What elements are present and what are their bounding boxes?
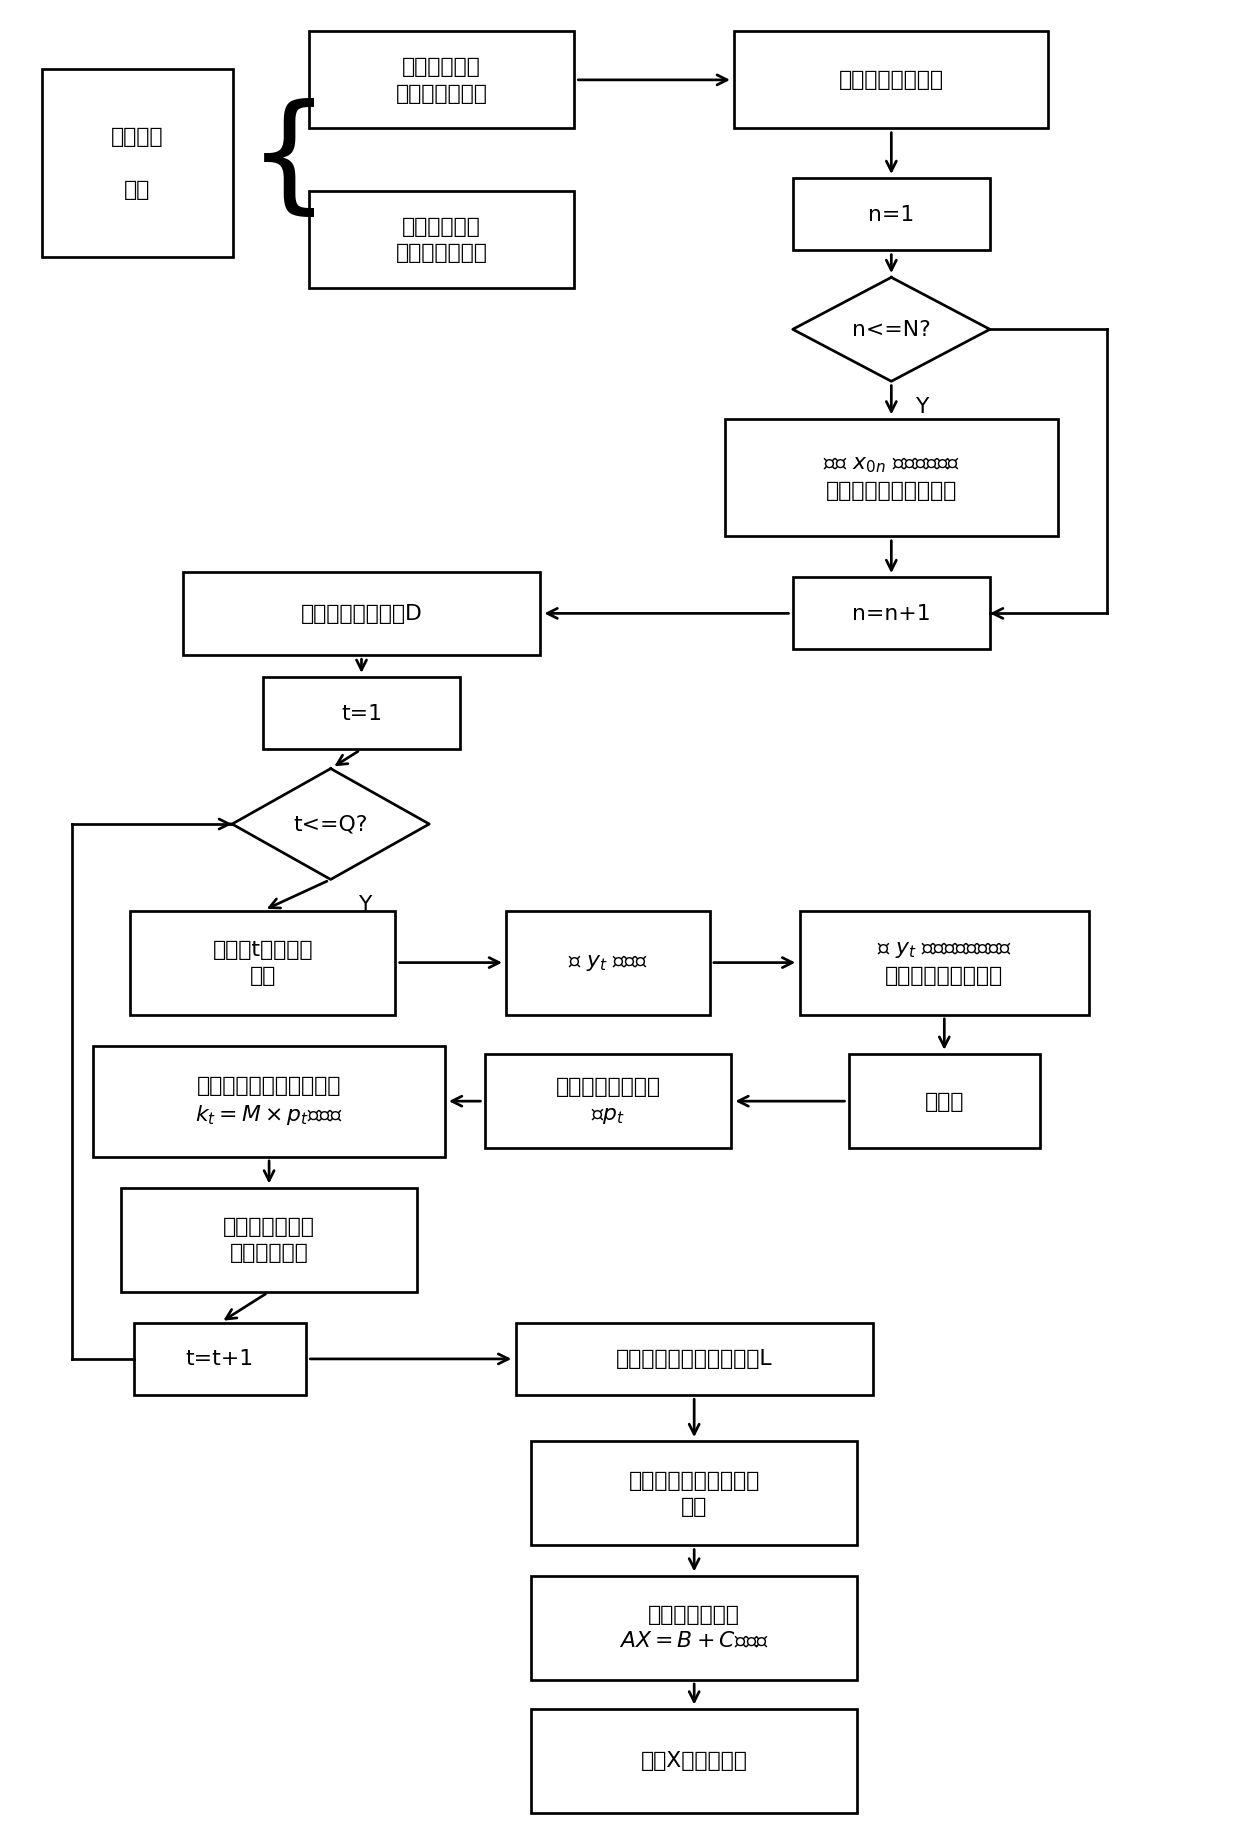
FancyBboxPatch shape [42,70,233,257]
Text: 样本 $\mathit{x}_{0n}$ 与所有背景样
本点计算欧式距离平方: 样本 $\mathit{x}_{0n}$ 与所有背景样 本点计算欧式距离平方 [822,456,960,502]
Text: n<=N?: n<=N? [852,320,930,340]
FancyBboxPatch shape [130,911,396,1014]
Polygon shape [232,770,429,880]
Text: 血管系统

样本: 血管系统 样本 [110,127,164,200]
Text: n=n+1: n=n+1 [852,604,930,625]
Text: t<=Q?: t<=Q? [294,814,368,834]
Text: 对方程组简化为
$AX=B+C$并求解: 对方程组简化为 $AX=B+C$并求解 [619,1604,769,1651]
FancyBboxPatch shape [122,1189,417,1291]
Text: 求解X为扩增数据: 求解X为扩增数据 [641,1751,748,1771]
Text: 对 $\mathit{y}_t$ 求补得到高维空间
目标样本的分布情况: 对 $\mathit{y}_t$ 求补得到高维空间 目标样本的分布情况 [877,941,1012,986]
Text: 标准化: 标准化 [924,1091,963,1111]
FancyBboxPatch shape [848,1054,1039,1148]
Text: 扩增数据的高维空间数据L: 扩增数据的高维空间数据L [616,1348,773,1369]
Text: 获取数据的频率分
布$\mathit{p}_t$: 获取数据的频率分 布$\mathit{p}_t$ [556,1076,660,1126]
FancyBboxPatch shape [531,1442,857,1545]
FancyBboxPatch shape [309,31,574,129]
Text: Y: Y [915,397,929,417]
FancyBboxPatch shape [93,1045,444,1157]
FancyBboxPatch shape [134,1323,306,1394]
Text: 由距离函数进行方程组
变换: 由距离函数进行方程组 变换 [629,1470,759,1517]
Text: 背景样本数据
（多数类样本）: 背景样本数据 （多数类样本） [396,57,487,103]
FancyBboxPatch shape [800,911,1089,1014]
Text: {: { [248,97,330,222]
FancyBboxPatch shape [531,1576,857,1679]
Text: 背景样本特征提取: 背景样本特征提取 [838,70,944,90]
Text: Y: Y [358,895,372,915]
FancyBboxPatch shape [516,1323,873,1394]
Text: 划分区间，各区间内生成
$\mathit{k}_t=M\times \mathit{p}_t$个数据: 划分区间，各区间内生成 $\mathit{k}_t=M\times \mathi… [195,1076,342,1126]
FancyBboxPatch shape [792,178,990,252]
FancyBboxPatch shape [506,911,709,1014]
Text: 目标样本数据
（少数类样本）: 目标样本数据 （少数类样本） [396,217,487,263]
Text: n=1: n=1 [868,204,914,224]
Text: 对 $\mathit{y}_t$ 归一化: 对 $\mathit{y}_t$ 归一化 [568,953,647,974]
FancyBboxPatch shape [309,191,574,288]
Text: 高维空间样本数据D: 高维空间样本数据D [300,604,422,625]
Text: t=t+1: t=t+1 [186,1348,254,1369]
FancyBboxPatch shape [792,577,990,650]
FancyBboxPatch shape [182,571,539,656]
Text: 统计第t维数据直
方图: 统计第t维数据直 方图 [212,941,312,986]
Text: t=1: t=1 [341,704,382,724]
Polygon shape [792,277,990,382]
FancyBboxPatch shape [734,31,1048,129]
FancyBboxPatch shape [485,1054,730,1148]
FancyBboxPatch shape [263,678,460,749]
Text: 所有区间的数据
进行随机打乱: 所有区间的数据 进行随机打乱 [223,1216,315,1264]
FancyBboxPatch shape [724,419,1058,536]
FancyBboxPatch shape [531,1708,857,1813]
